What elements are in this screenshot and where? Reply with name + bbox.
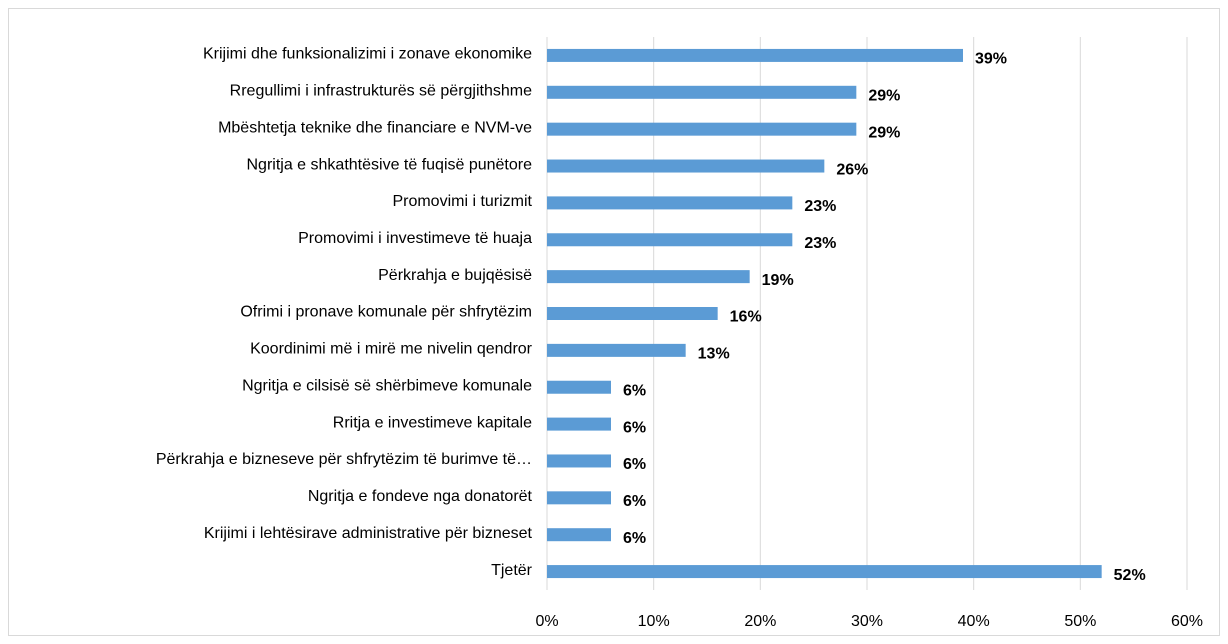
value-label: 6% — [623, 419, 646, 436]
value-label: 6% — [623, 456, 646, 473]
value-label: 6% — [623, 530, 646, 547]
value-label: 26% — [836, 161, 868, 178]
bar — [547, 454, 611, 468]
bar — [547, 122, 857, 136]
y-tick-label: Promovimi i investimeve të huaja — [298, 230, 532, 247]
value-label: 29% — [868, 88, 900, 105]
x-tick-label: 60% — [1171, 613, 1203, 630]
bar — [547, 343, 686, 357]
y-tick-label: Rritja e investimeve kapitale — [333, 414, 532, 431]
value-label: 19% — [762, 272, 794, 289]
y-tick-label: Rregullimi i infrastrukturës së përgjith… — [230, 83, 532, 100]
bar — [547, 491, 611, 505]
y-tick-label: Ngritja e shkathtësive të fuqisë punëtor… — [247, 156, 533, 173]
x-tick-label: 30% — [851, 613, 883, 630]
value-label: 16% — [730, 309, 762, 326]
y-tick-label: Ofrimi i pronave komunale për shfrytëzim — [240, 304, 532, 321]
value-label: 39% — [975, 51, 1007, 68]
x-tick-label: 40% — [958, 613, 990, 630]
x-tick-label: 0% — [535, 613, 558, 630]
value-label: 23% — [804, 235, 836, 252]
x-tick-label: 50% — [1064, 613, 1096, 630]
bar — [547, 417, 611, 431]
y-tick-label: Ngritja e fondeve nga donatorët — [308, 488, 533, 505]
bar — [547, 196, 793, 210]
x-tick-label: 20% — [744, 613, 776, 630]
y-tick-label: Mbështetja teknike dhe financiare e NVM-… — [218, 119, 532, 136]
y-tick-label: Tjetër — [491, 562, 533, 579]
bar — [547, 380, 611, 394]
y-tick-label: Përkrahja e bujqësisë — [378, 267, 532, 284]
bar — [547, 159, 825, 173]
x-tick-label: 10% — [638, 613, 670, 630]
bar — [547, 48, 963, 62]
y-tick-label: Krijimi dhe funksionalizimi i zonave eko… — [203, 46, 532, 63]
y-tick-label: Përkrahja e bizneseve për shfrytëzim të … — [156, 451, 532, 468]
bar — [547, 270, 750, 284]
bar — [547, 233, 793, 247]
value-label: 29% — [868, 124, 900, 141]
bar — [547, 307, 718, 320]
bar — [547, 565, 1102, 579]
y-tick-label: Ngritja e cilsisë së shërbimeve komunale — [242, 377, 532, 394]
y-tick-label: Koordinimi më i mirë me nivelin qendror — [250, 341, 533, 358]
value-label: 6% — [623, 493, 646, 510]
value-label: 6% — [623, 382, 646, 399]
value-label: 23% — [804, 198, 836, 215]
y-tick-label: Krijimi i lehtësirave administrative për… — [204, 525, 533, 542]
value-label: 13% — [698, 346, 730, 363]
bar — [547, 528, 611, 542]
chart-border — [8, 8, 1220, 636]
bar — [547, 85, 857, 99]
y-tick-label: Promovimi i turizmit — [392, 193, 532, 210]
value-label: 52% — [1114, 567, 1146, 584]
